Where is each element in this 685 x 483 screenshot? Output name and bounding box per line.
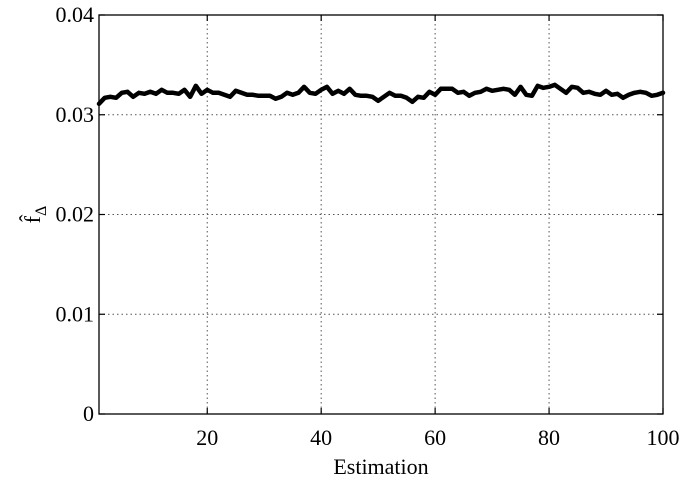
x-tick-label: 80 (538, 425, 560, 450)
series-line (96, 82, 666, 107)
x-axis-label: Estimation (333, 454, 428, 479)
y-axis-label: f̂Δ (20, 206, 50, 224)
y-tick-labels: 0 0.01 0.02 0.03 0.04 (56, 2, 95, 426)
y-tick-label: 0 (83, 401, 94, 426)
y-tick-label: 0.03 (56, 102, 95, 127)
y-axis-label-subscript: Δ (33, 206, 50, 216)
x-tick-label: 20 (196, 425, 218, 450)
series-points (98, 84, 664, 104)
x-tick-labels: 20 40 60 80 100 (196, 425, 679, 450)
x-tick-label: 40 (310, 425, 332, 450)
y-tick-label: 0.01 (56, 301, 95, 326)
y-axis-label-base: f̂ (20, 214, 45, 223)
x-tick-label: 100 (647, 425, 680, 450)
axis-ticks (99, 14, 664, 415)
y-tick-label: 0.02 (56, 202, 95, 227)
x-tick-label: 60 (424, 425, 446, 450)
y-tick-label: 0.04 (56, 2, 95, 27)
grid-lines (99, 15, 663, 414)
plot-frame (98, 14, 664, 415)
